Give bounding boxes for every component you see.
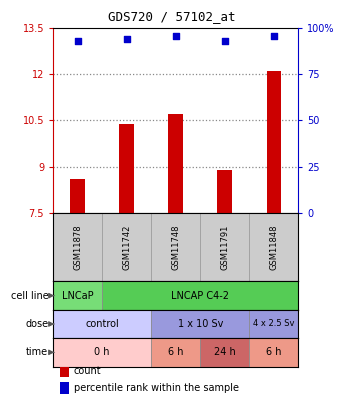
Bar xyxy=(60,382,69,394)
Text: 1 x 10 Sv: 1 x 10 Sv xyxy=(178,319,223,329)
Bar xyxy=(102,213,151,281)
Point xyxy=(75,38,81,45)
Text: GSM11791: GSM11791 xyxy=(220,224,229,270)
Bar xyxy=(151,338,200,367)
Point xyxy=(222,38,228,45)
Bar xyxy=(249,338,298,367)
Text: time: time xyxy=(26,347,48,357)
Text: LNCAP C4-2: LNCAP C4-2 xyxy=(171,291,229,301)
Bar xyxy=(53,310,151,338)
Text: cell line: cell line xyxy=(11,291,48,301)
Bar xyxy=(53,281,102,310)
Point xyxy=(173,32,179,39)
Text: percentile rank within the sample: percentile rank within the sample xyxy=(74,383,239,393)
Bar xyxy=(151,213,200,281)
Bar xyxy=(53,338,151,367)
Text: control: control xyxy=(85,319,119,329)
Bar xyxy=(60,365,69,377)
Text: GSM11742: GSM11742 xyxy=(122,224,131,270)
Text: GSM11848: GSM11848 xyxy=(269,224,279,270)
Bar xyxy=(200,213,249,281)
Text: 6 h: 6 h xyxy=(266,347,282,357)
Bar xyxy=(53,213,102,281)
Text: 0 h: 0 h xyxy=(94,347,110,357)
Point xyxy=(271,32,277,39)
Bar xyxy=(119,124,134,213)
Text: GSM11748: GSM11748 xyxy=(171,224,180,270)
Bar xyxy=(249,310,298,338)
Bar xyxy=(267,71,281,213)
Bar xyxy=(102,281,298,310)
Bar xyxy=(151,310,249,338)
Text: 6 h: 6 h xyxy=(168,347,184,357)
Bar xyxy=(168,114,183,213)
Point xyxy=(124,36,130,43)
Bar xyxy=(200,338,249,367)
Text: 24 h: 24 h xyxy=(214,347,236,357)
Text: dose: dose xyxy=(25,319,48,329)
Bar xyxy=(217,170,232,213)
Text: GDS720 / 57102_at: GDS720 / 57102_at xyxy=(108,10,235,23)
Text: GSM11878: GSM11878 xyxy=(73,224,82,270)
Bar xyxy=(249,213,298,281)
Text: count: count xyxy=(74,366,102,376)
Text: 4 x 2.5 Sv: 4 x 2.5 Sv xyxy=(253,320,295,328)
Text: LNCaP: LNCaP xyxy=(62,291,94,301)
Bar xyxy=(70,179,85,213)
